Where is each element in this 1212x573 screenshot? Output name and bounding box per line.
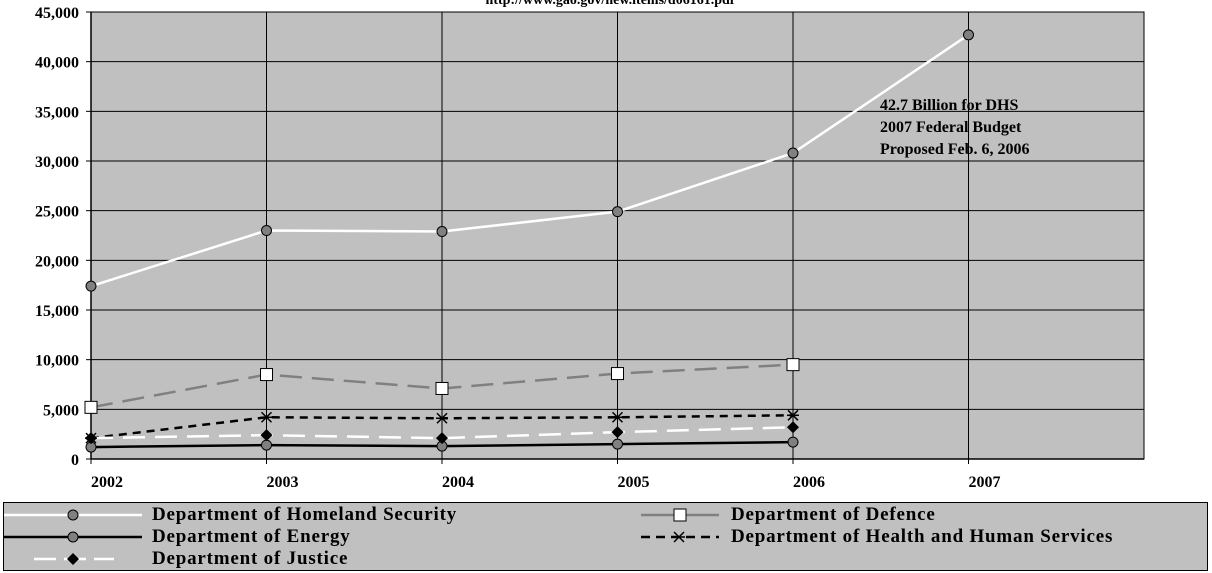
y-tick-label: 0 bbox=[71, 452, 79, 469]
legend-label-hhs: Department of Health and Human Services bbox=[731, 526, 1114, 547]
data-point-energy bbox=[261, 439, 272, 451]
legend-key-justice bbox=[34, 553, 114, 565]
series-markers bbox=[84, 29, 974, 453]
x-tick-label: 2003 bbox=[267, 474, 299, 491]
legend-label-defence: Department of Defence bbox=[731, 504, 936, 525]
data-point-defence bbox=[611, 367, 624, 381]
y-tick-label: 40,000 bbox=[35, 55, 79, 72]
y-tick-label: 30,000 bbox=[35, 154, 79, 171]
legend-key-defence bbox=[641, 508, 719, 522]
legend: Department of Homeland Security Departme… bbox=[3, 502, 1208, 571]
legend-key-hhs bbox=[641, 531, 719, 543]
y-tick-label: 5,000 bbox=[43, 402, 79, 419]
y-tick-label: 15,000 bbox=[35, 303, 79, 320]
chart-source-url: http://www.gao.gov/new.items/d06161.pdf bbox=[486, 0, 735, 8]
data-point-homeland-security bbox=[85, 280, 97, 292]
legend-key-energy bbox=[4, 531, 142, 543]
annotation-line-3: Proposed Feb. 6, 2006 bbox=[880, 141, 1029, 158]
annotation-line-2: 2007 Federal Budget bbox=[880, 119, 1022, 136]
annotation-line-1: 42.7 Billion for DHS bbox=[880, 97, 1018, 114]
y-tick-label: 10,000 bbox=[35, 353, 79, 370]
data-point-homeland-security bbox=[963, 29, 974, 41]
data-point-justice bbox=[85, 432, 97, 445]
y-tick-label: 20,000 bbox=[35, 253, 79, 270]
data-point-homeland-security bbox=[436, 226, 448, 238]
data-point-defence bbox=[435, 381, 449, 395]
data-point-homeland-security bbox=[787, 147, 799, 159]
data-point-hhs bbox=[787, 409, 799, 421]
legend-label-homeland-security: Department of Homeland Security bbox=[152, 504, 458, 525]
x-tick-label: 2007 bbox=[969, 474, 1001, 491]
data-point-hhs bbox=[260, 411, 273, 423]
x-tick-label: 2006 bbox=[793, 474, 825, 491]
data-point-defence bbox=[260, 368, 273, 382]
data-point-justice bbox=[611, 426, 624, 439]
y-tick-label: 45,000 bbox=[35, 5, 79, 22]
series-line-justice bbox=[90, 425, 794, 440]
legend-key-homeland-security bbox=[4, 509, 142, 521]
series-line-homeland-security bbox=[90, 33, 970, 288]
data-point-justice bbox=[260, 429, 273, 442]
x-tick-label: 2004 bbox=[442, 474, 474, 491]
data-point-homeland-security bbox=[261, 225, 272, 237]
x-tick-label: 2005 bbox=[618, 474, 650, 491]
data-point-defence bbox=[786, 358, 800, 372]
x-tick-label: 2002 bbox=[91, 474, 123, 491]
legend-label-energy: Department of Energy bbox=[152, 526, 351, 547]
data-point-energy bbox=[612, 438, 623, 450]
y-tick-label: 35,000 bbox=[35, 104, 79, 121]
x-axis-tick-labels: 2002 2003 2004 2005 2006 2007 bbox=[91, 474, 1001, 491]
data-point-energy bbox=[787, 436, 799, 448]
legend-label-justice: Department of Justice bbox=[152, 548, 349, 569]
data-point-hhs bbox=[611, 411, 624, 423]
y-axis-tick-labels: 0 5,000 10,000 15,000 20,000 25,000 30,000 35,0… bbox=[35, 5, 79, 469]
data-point-hhs bbox=[436, 412, 448, 424]
axes bbox=[86, 11, 1144, 464]
data-point-homeland-security bbox=[612, 206, 623, 218]
data-point-justice bbox=[436, 432, 448, 445]
dhs-annotation: 42.7 Billion for DHS 2007 Federal Budget… bbox=[880, 97, 1029, 158]
data-point-defence bbox=[84, 400, 98, 414]
y-tick-label: 25,000 bbox=[35, 204, 79, 221]
data-point-justice bbox=[787, 421, 799, 434]
